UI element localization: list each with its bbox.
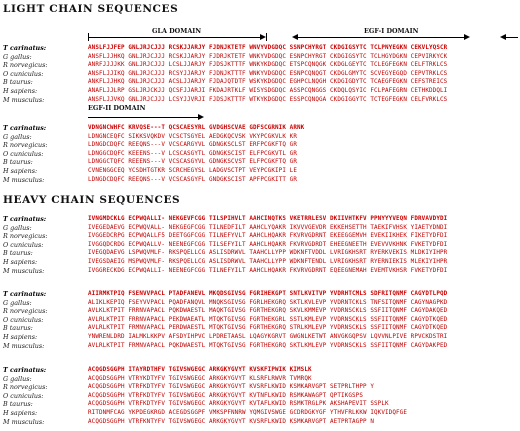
egf2-domain-start-arrow-top [500,34,506,40]
sequence-text: IVNGMDCKLG ECPWQALLI- NEKGEVFCGG TILSPIH… [88,216,448,222]
sequence-text: AVLRLKTPIT FRMNVAPACL PQKDWAESTL MTQKTGI… [88,342,448,349]
sequence-text: ANSLFJJFEP GNLJRJCJJJ RCSKJJARJY FJDNJKT… [88,45,448,51]
sequence-text: AVLKLKTPIT FRRNVAPACL PQKDWAESTL MAQKTGI… [88,308,448,315]
species-label: R norvegicus: [3,141,48,150]
egf2-domain-line [88,117,198,118]
egf2-domain-end-arrow [198,114,204,120]
species-label: O cuniculus: [3,240,44,249]
species-label: R norvegicus: [3,232,48,241]
species-label: O cuniculus: [3,315,44,324]
species-label: M musculus: [3,175,45,184]
sequence-text: AVLRLKTPIT FRMNVAPACL PERDWAESTL MTQKTGI… [88,325,448,332]
species-label: B taurus: [3,158,33,167]
species-label: M musculus: [3,417,45,426]
sequence-text: ACQGDSGGPH VTRFKDTYFV TGIVSWGEGC ARKGKYG… [88,392,363,399]
sequence-text: ANSFLJJHKQ GNLJRJCJJJ RCSKJJARJY FJDRJKT… [88,53,448,60]
species-label: T carinatus: [3,44,47,52]
sequence-text: IVEGEDAEVG ECPWQVALL- NEKGEGFCGG TILNEDF… [88,224,448,231]
sequence-text: ANSFLJJVKQ GNLJRJCJJJ LCSYJJVRJI FJDSJKT… [88,96,448,103]
species-label: O cuniculus: [3,149,44,158]
sequence-text: ACQGDSGGPH ITAYRDTHFV TGIVSWGEGC ARKGKYG… [88,367,312,373]
species-label: G gallus: [3,223,32,232]
species-label: G gallus: [3,298,32,307]
species-label: T carinatus: [3,124,47,132]
sequence-text: IVEGSDAEIG MSPWQVMLF- RKSPQELLCG ASLISDR… [88,259,448,265]
species-label: G gallus: [3,374,32,383]
sequence-text: LDNGGCDQFC KEEENS---V LCSCASGYTL GDNGKSC… [88,150,297,157]
sequence-text: RITDNMFCAG YKPDEGKRGD ACEGDSGGPF VMKSPFN… [88,410,407,416]
egf1-domain-start-arrow [292,34,298,40]
species-label: H sapiens: [3,87,38,95]
sequence-text: ALIKLKEPIQ FSEYVVPACL PQADFANQVL MNQKSGI… [88,299,448,306]
species-label: O cuniculus: [3,391,44,400]
species-label: B taurus: [3,78,33,87]
sequence-text: LDNGDCDQFC REEQNS---V VCSCARGYVL GDNGKSC… [88,142,297,149]
sequence-text: ANRFJJJJKK GNLJRJCJJJ LCSLJJARJY FJDSJKT… [88,62,448,69]
species-label: M musculus: [3,341,45,350]
sequence-text: IVGGRECKDG ECPWQALLI- NEENEGFCGG TILNEFY… [88,267,448,274]
species-label: M musculus: [3,95,45,104]
sequence-text: AIIRMKTPIQ FSENVVPACL PTADFANEVL MKQDSGI… [88,291,448,297]
species-label: B taurus: [3,249,33,258]
sequence-text: ANKFLJJHKQ GNLJRJCJJJ ACSLJJARJY FJDAJQT… [88,79,448,86]
sequence-text: VDNGNCWHFC KRVQSE---T QCSCAESYRL GVDGHSC… [88,125,305,131]
species-label: B taurus: [3,324,33,333]
species-label: R norvegicus: [3,61,48,70]
sequence-text: AVLRLKTPIT FRRNVAPACL PEKDWAEATL MTQKTGI… [88,316,448,323]
species-label: B taurus: [3,400,33,409]
egf2-domain-label: EGF-II DOMAIN [88,104,146,112]
species-label: R norvegicus: [3,383,48,392]
sequence-text: ACQGDSGGPH VTRFKDTYFV TGIVSWGEGC ARKGKYG… [88,384,374,391]
sequence-text: ACQGDSGGPH VTRFKNTYFV TGIVSWGEGC ARKGKYG… [88,418,374,425]
species-label: T carinatus: [3,366,47,374]
species-label: H sapiens: [3,167,38,175]
sequence-text: ANAFLJJLRP GSLJRJCKJJ QCSFJJARJI FKDAJRT… [88,88,448,94]
sequence-text: LDNGGCTQFC REEENS---V VCSCASGYVL GDNGKSC… [88,159,297,166]
species-label: G gallus: [3,132,32,141]
egf1-domain-end-arrow [464,34,470,40]
sequence-text: IVEGQDAEVG LSPWQVMLF- RKSPQELLCG ASLISDR… [88,250,448,257]
species-label: T carinatus: [3,215,47,223]
species-label: G gallus: [3,52,32,61]
gla-domain-label: GLA DOMAIN [152,27,202,35]
species-label: H sapiens: [3,409,38,417]
species-label: R norvegicus: [3,307,48,316]
egf1-domain-line [298,37,464,38]
species-label: H sapiens: [3,258,38,266]
sequence-text: YNWRENLDRD IALMKLKKPV AFSDYIHPVC LPDRETA… [88,334,448,340]
sequence-text: IVGGQDCRDG ECPWQALLV- NEENEGFCGG TILSEFY… [88,241,448,248]
egf2-domain-line-top [506,37,518,38]
sequence-text: IVGGEDCRPG ECPWQALLF5 DEETGGFCGG TILNEFY… [88,233,448,240]
species-label: O cuniculus: [3,69,44,78]
sequence-text: ACQGDSGGPH VTRYKDTYFV TGIVSWGEGC ARKGKYG… [88,375,312,382]
gla-domain-line [88,37,260,38]
species-label: T carinatus: [3,290,47,298]
species-label: H sapiens: [3,333,38,341]
gla-domain-end-tick [266,33,267,41]
sequence-text: LDNGDCDQFC REEQNS---V VCSCASGYFL GNDGKSC… [88,176,297,183]
sequence-text: LDNGNCEQFC SIKKSVQKDV VCSCTSGYEL AEDGKQC… [88,133,297,140]
sequence-text: ACQGDSGGPH VTRFKDTYFV TGIVSWGEGC ARKGKYG… [88,401,389,408]
heavy-chain-title: HEAVY CHAIN SEQUENCES [3,194,181,206]
gla-domain-end-arrow [260,34,266,40]
sequence-text: ANSFLJJIKQ GNLJRJCJJJ RCSYJJARJY FJDNJKT… [88,70,448,77]
egf1-domain-label: EGF-I DOMAIN [364,27,419,35]
sequence-text: CVNENGGCEQ YCSDHTGTKR SCRCHEGYSL LADGVSC… [88,168,297,174]
light-chain-title: LIGHT CHAIN SEQUENCES [3,3,179,15]
species-label: M musculus: [3,266,45,275]
